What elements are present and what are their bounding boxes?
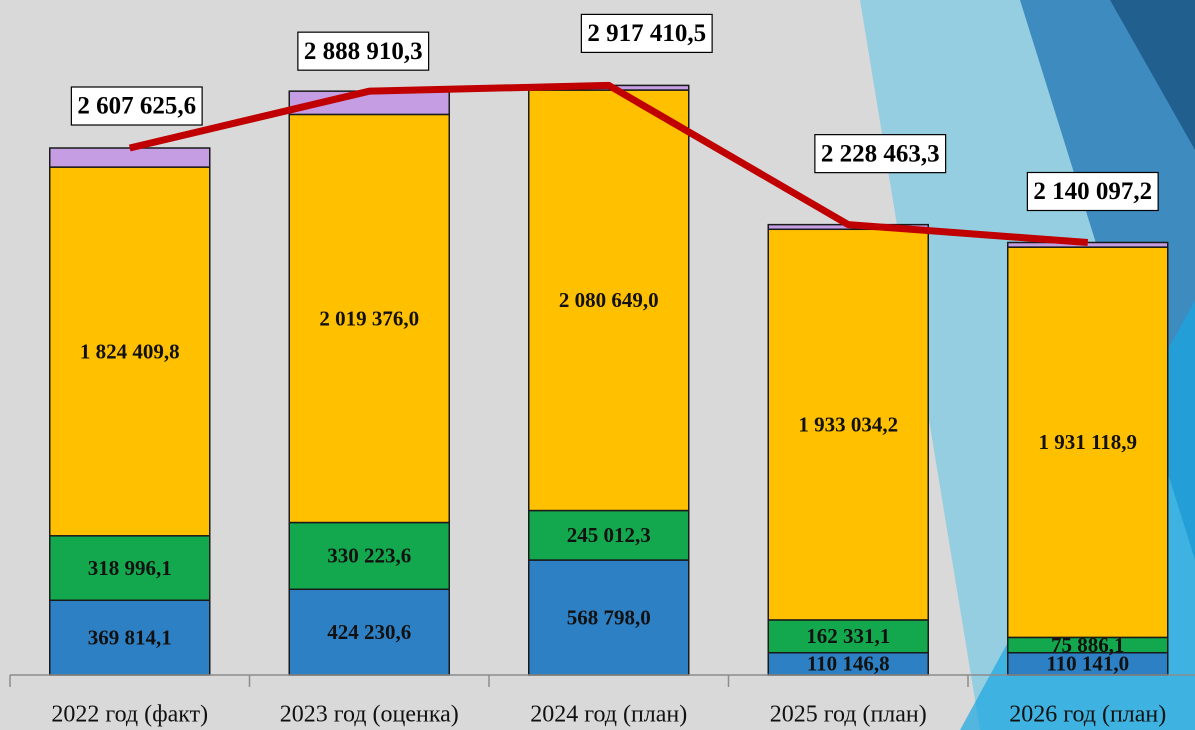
x-tick-label: 2026 год (план): [1009, 702, 1166, 728]
data-label: 424 230,6: [327, 620, 411, 644]
data-label: 110 141,0: [1046, 652, 1129, 676]
total-label-box: [297, 31, 430, 71]
bar-segment: [1007, 246, 1169, 639]
decor: [1110, 0, 1195, 150]
total-label-text: 2 140 097,2: [1033, 178, 1152, 205]
bar-segment: [1007, 241, 1169, 248]
x-tick-label: 2023 год (оценка): [280, 702, 459, 728]
total-label-box: [1026, 171, 1159, 212]
bar-segment: [49, 166, 211, 537]
data-label: 568 798,0: [567, 605, 651, 629]
bar-segment: [49, 147, 211, 168]
data-label: 369 814,1: [88, 625, 172, 649]
x-tick-label: 2025 год (план): [770, 702, 927, 728]
total-label-text: 2 228 463,3: [821, 140, 940, 167]
x-tick-label: 2022 год (факт): [51, 702, 208, 728]
data-label: 318 996,1: [88, 556, 172, 580]
bar-segment: [288, 588, 450, 676]
total-label-text: 2 888 910,3: [304, 38, 423, 65]
data-label: 162 331,1: [806, 624, 890, 648]
data-label: 110 146,8: [807, 652, 890, 676]
total-label-text: 2 917 410,5: [587, 20, 706, 47]
x-tick-label: 2024 год (план): [530, 702, 687, 728]
data-label: 2 019 376,0: [319, 306, 419, 330]
data-label: 1 933 034,2: [798, 412, 898, 436]
total-label: 2 140 097,2: [1026, 171, 1159, 212]
bar-segment: [767, 228, 929, 621]
total-label-box: [814, 134, 947, 174]
bar-segment: [528, 509, 690, 561]
bar-segment: [288, 113, 450, 524]
data-label: 330 223,6: [327, 544, 411, 568]
bar-segment: [767, 619, 929, 654]
bar-segment: [288, 521, 450, 591]
data-label: 1 931 118,9: [1038, 430, 1137, 454]
bar-segment: [528, 559, 690, 676]
total-label: 2 917 410,5: [580, 13, 713, 54]
total-label: 2 228 463,3: [814, 134, 947, 174]
total-label: 2 607 625,6: [70, 86, 203, 126]
data-label: 2 080 649,0: [559, 288, 659, 312]
total-line: [128, 81, 1089, 246]
bar-segment: [528, 89, 690, 512]
data-label: 245 012,3: [567, 523, 651, 547]
data-label: 1 824 409,8: [80, 339, 180, 363]
total-label-box: [580, 13, 713, 54]
total-label-text: 2 607 625,6: [77, 93, 196, 120]
total-label-box: [70, 86, 203, 126]
total-label: 2 888 910,3: [297, 31, 430, 71]
